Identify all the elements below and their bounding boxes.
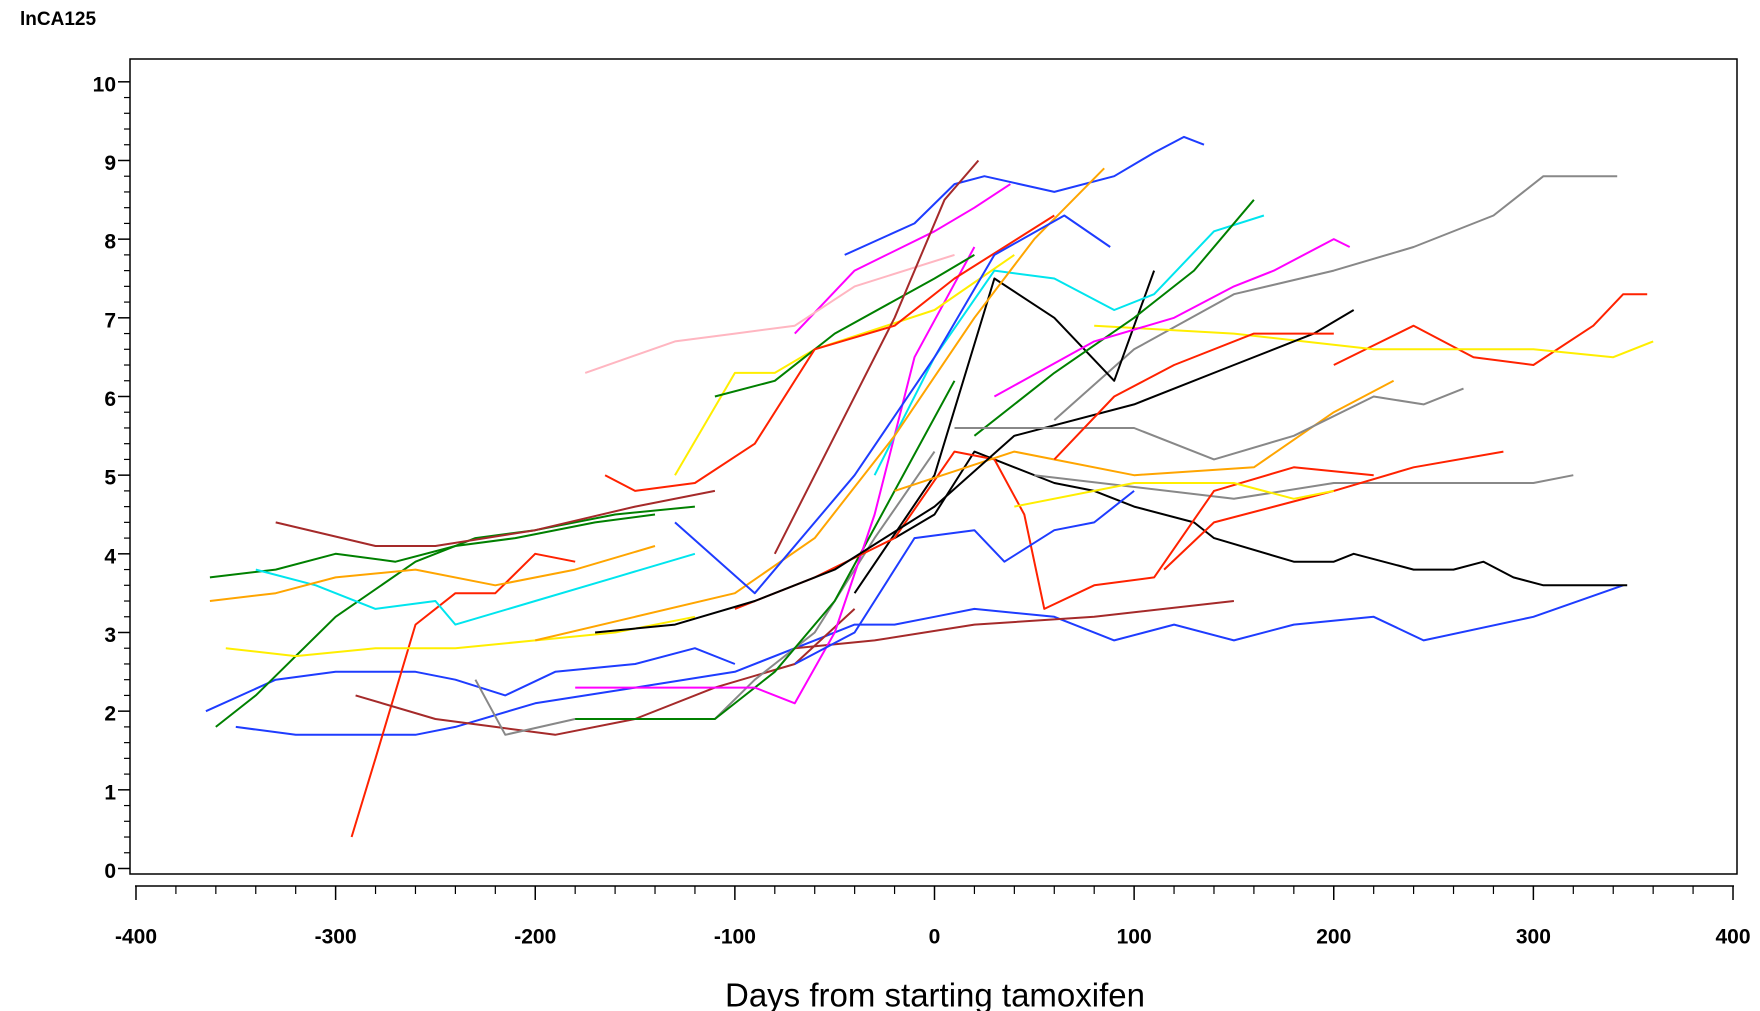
series-line — [794, 490, 1135, 665]
plot-frame — [129, 58, 1738, 875]
series-line — [1333, 293, 1648, 366]
series-line — [674, 214, 1111, 595]
series-line — [844, 135, 1205, 256]
y-axis-label: lnCA125 — [20, 9, 96, 30]
x-tick-label: 400 — [1715, 926, 1750, 949]
series-line — [205, 647, 736, 713]
series-line — [1094, 324, 1654, 359]
series-line — [734, 450, 1374, 610]
series-line — [993, 238, 1351, 398]
y-tick-label: 5 — [104, 467, 116, 490]
x-tick-label: 300 — [1516, 926, 1551, 949]
series-line — [534, 167, 1105, 642]
series-line — [255, 552, 696, 626]
x-tick-label: -300 — [315, 926, 357, 949]
x-tick-label: -100 — [714, 926, 756, 949]
series-line — [1053, 175, 1618, 421]
y-tick-label: 3 — [104, 624, 116, 647]
series-line — [773, 159, 980, 555]
series-line — [575, 246, 976, 705]
series-line — [794, 600, 1235, 650]
y-tick-label: 2 — [104, 703, 116, 726]
x-tick-label: 200 — [1316, 926, 1351, 949]
series-line — [355, 608, 856, 736]
series-line — [225, 615, 696, 658]
y-tick-label: 4 — [104, 545, 116, 568]
y-tick-label: 1 — [104, 781, 116, 804]
series-line — [215, 505, 695, 728]
series-line — [674, 254, 1015, 476]
series-line — [853, 270, 1156, 594]
y-tick-label: 7 — [104, 309, 116, 332]
y-tick-label: 9 — [104, 152, 116, 175]
series-line — [209, 545, 656, 602]
series-line — [894, 379, 1395, 492]
x-tick-label: -200 — [514, 926, 556, 949]
y-tick-label: 6 — [104, 388, 116, 411]
series-line — [584, 253, 955, 374]
series-line — [604, 214, 1055, 492]
series-line — [275, 489, 716, 547]
series-line — [794, 183, 1011, 335]
x-tick-label: 100 — [1117, 926, 1152, 949]
x-axis-label: Days from starting tamoxifen — [725, 977, 1145, 1011]
y-tick-label: 0 — [104, 860, 116, 883]
series-line — [1034, 474, 1574, 500]
series-line — [1053, 332, 1334, 461]
series-line — [973, 199, 1255, 437]
series-line — [894, 450, 1628, 587]
series-line — [714, 254, 975, 398]
series-line — [595, 309, 1355, 634]
series-line — [954, 387, 1464, 461]
y-tick-label: 10 — [93, 73, 116, 96]
series-line — [873, 214, 1265, 476]
series-line — [235, 584, 1624, 736]
x-tick-label: -400 — [115, 926, 157, 949]
y-tick-label: 8 — [104, 231, 116, 254]
series-line — [1014, 482, 1334, 508]
series-line — [209, 513, 656, 579]
series-line — [350, 552, 576, 838]
x-tick-label: 0 — [929, 926, 941, 949]
